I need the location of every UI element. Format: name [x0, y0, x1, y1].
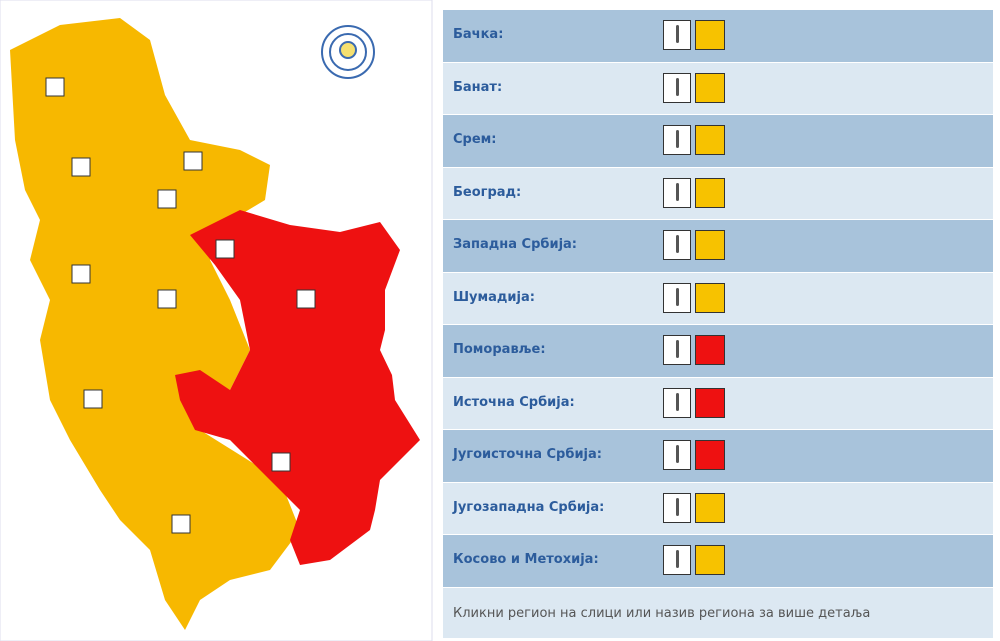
- warning-level: [695, 177, 725, 208]
- region-name[interactable]: Западна Србија:: [453, 237, 578, 252]
- thermometer-icon: [663, 177, 691, 208]
- warning-level: [695, 72, 725, 103]
- region-row[interactable]: Западна Србија:: [443, 220, 993, 273]
- region-row[interactable]: Банат:: [443, 62, 993, 115]
- warning-level: [695, 545, 725, 575]
- thermometer-icon: [663, 335, 691, 365]
- region-row[interactable]: Београд:: [443, 167, 993, 220]
- region-row[interactable]: Поморавље:: [443, 325, 993, 378]
- thermometer-icon: [663, 72, 691, 103]
- region-name[interactable]: Бачка:: [453, 27, 504, 42]
- thermometer-icon: [663, 230, 691, 260]
- warning-level: [695, 282, 725, 313]
- thermometer-icon: [663, 282, 691, 313]
- map: [0, 0, 433, 641]
- region-name[interactable]: Југоисточна Србија:: [453, 447, 602, 462]
- region-row[interactable]: Источна Србија:: [443, 377, 993, 430]
- thermometer-icon: [663, 492, 691, 523]
- warning-level: [695, 387, 725, 418]
- warning-level: [695, 335, 725, 365]
- region-name[interactable]: Косово и Метохија:: [453, 552, 599, 567]
- thermometer-icon: [663, 125, 691, 155]
- logo: [321, 25, 375, 79]
- warning-level: [695, 230, 725, 260]
- thermometer-icon: [663, 387, 691, 418]
- region-name[interactable]: Источна Србија:: [453, 394, 575, 410]
- map-icons: [45, 77, 316, 534]
- region-table: Бачка: Банат: Срем: Београд: Западна Србија:…: [443, 10, 993, 588]
- region-row[interactable]: Бачка:: [443, 10, 993, 63]
- region-name[interactable]: Београд:: [453, 184, 522, 200]
- region-red[interactable]: [175, 210, 420, 565]
- region-name[interactable]: Југозападна Србија:: [453, 499, 605, 515]
- thermometer-icon: [663, 545, 691, 575]
- region-row[interactable]: Југозападна Србија:: [443, 482, 993, 535]
- region-name[interactable]: Срем:: [453, 132, 497, 147]
- note: Кликни регион на слици или назив региона…: [443, 588, 993, 638]
- region-name[interactable]: Банат:: [453, 79, 503, 95]
- region-row[interactable]: Југоисточна Србија:: [443, 430, 993, 483]
- region-name[interactable]: Поморавље:: [453, 342, 546, 357]
- region-name[interactable]: Шумадија:: [453, 289, 535, 305]
- region-row[interactable]: Косово и Метохија:: [443, 535, 993, 588]
- region-row[interactable]: Шумадија:: [443, 272, 993, 325]
- warning-level: [695, 440, 725, 470]
- thermometer-icon: [663, 20, 691, 50]
- thermometer-icon: [663, 440, 691, 470]
- region-row[interactable]: Срем:: [443, 115, 993, 168]
- warning-level: [695, 20, 725, 50]
- warning-level: [695, 125, 725, 155]
- warning-level: [695, 492, 725, 523]
